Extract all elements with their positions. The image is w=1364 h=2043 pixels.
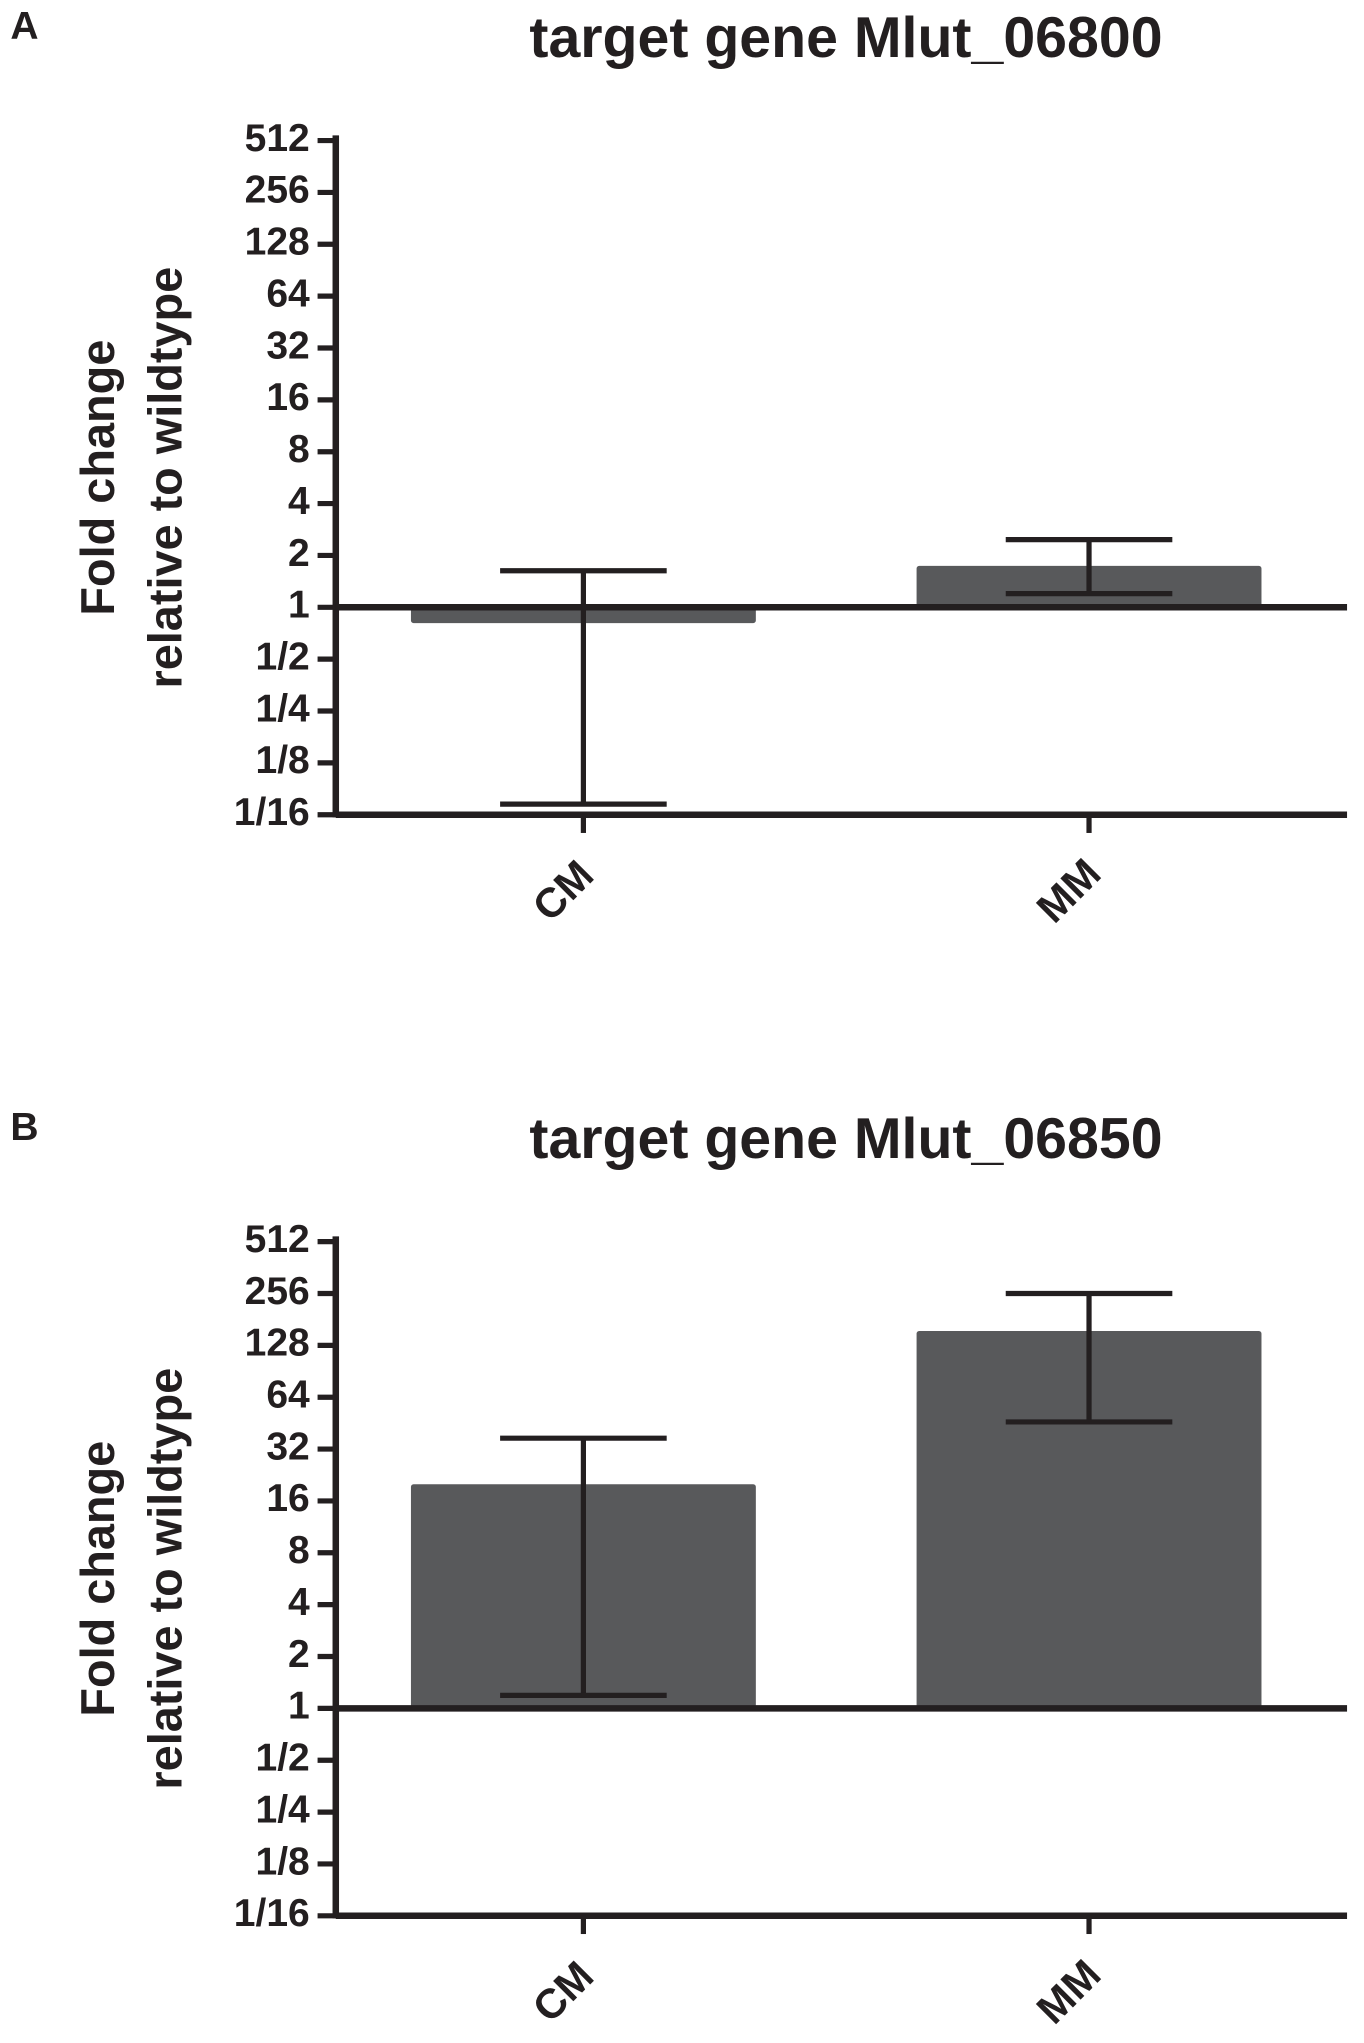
- y-tick-label: 512: [245, 1218, 310, 1261]
- panel-letter: A: [10, 5, 38, 48]
- y-axis-label: relative to wildtype: [140, 1368, 192, 1790]
- bar: [916, 1331, 1262, 1709]
- y-tick-label: 128: [245, 1322, 310, 1365]
- chart-title: target gene Mlut_06850: [529, 1107, 1162, 1171]
- y-tick-label: 16: [266, 1477, 309, 1520]
- y-tick-label: 8: [288, 428, 310, 471]
- y-axis-label: relative to wildtype: [140, 267, 192, 689]
- y-tick-label: 4: [288, 480, 310, 523]
- y-tick-label: 128: [245, 221, 310, 264]
- y-tick-label: 4: [288, 1581, 310, 1624]
- y-tick-label: 1/16: [234, 1892, 310, 1935]
- y-tick-label: 256: [245, 169, 310, 212]
- y-tick-label: 2: [288, 1633, 310, 1676]
- y-tick-label: 1/16: [234, 791, 310, 834]
- x-tick-label: MM: [1027, 1950, 1109, 2032]
- y-tick-label: 1: [288, 584, 310, 627]
- y-tick-label: 32: [266, 324, 309, 367]
- y-tick-label: 1: [288, 1685, 310, 1728]
- x-tick-label: CM: [523, 1952, 602, 2031]
- y-tick-label: 256: [245, 1270, 310, 1313]
- y-tick-label: 2: [288, 532, 310, 575]
- panel-letter: B: [10, 1106, 38, 1149]
- chart-title: target gene Mlut_06800: [529, 6, 1162, 70]
- y-tick-label: 16: [266, 376, 309, 419]
- y-tick-label: 64: [266, 1374, 310, 1417]
- y-tick-label: 64: [266, 272, 310, 315]
- y-tick-label: 1/2: [255, 635, 309, 678]
- y-tick-label: 512: [245, 117, 310, 160]
- y-axis-label: Fold change: [72, 340, 124, 616]
- y-tick-label: 1/2: [255, 1737, 309, 1780]
- y-tick-label: 1/4: [255, 1788, 310, 1831]
- x-tick-label: MM: [1027, 849, 1109, 931]
- y-tick-label: 1/8: [255, 1840, 309, 1883]
- x-tick-label: CM: [523, 851, 602, 930]
- y-tick-label: 1/8: [255, 739, 309, 782]
- y-tick-label: 1/4: [255, 687, 310, 730]
- y-axis-label: Fold change: [72, 1441, 124, 1717]
- y-tick-label: 32: [266, 1425, 309, 1468]
- y-tick-label: 8: [288, 1529, 310, 1572]
